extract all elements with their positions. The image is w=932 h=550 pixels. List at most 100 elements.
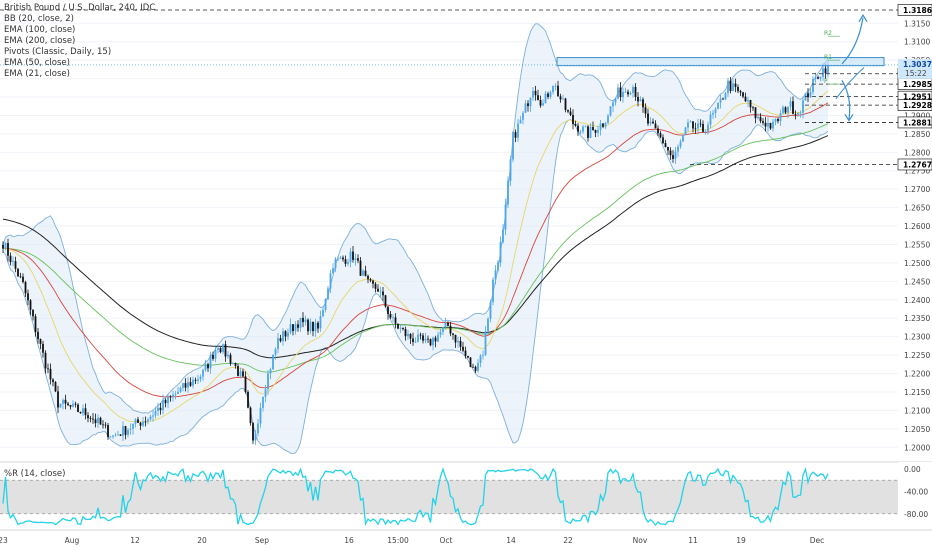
- indicator-ema50[interactable]: EMA (50, close): [4, 58, 70, 68]
- candle-body: [89, 418, 92, 419]
- candle-body: [717, 102, 719, 109]
- candle-body: [824, 68, 827, 74]
- indicator-ema200[interactable]: EMA (200, close): [4, 36, 76, 46]
- candle-body: [542, 103, 544, 106]
- candle-body: [469, 357, 472, 367]
- candle-body: [737, 87, 739, 92]
- indicator-ema21[interactable]: EMA (21, close): [4, 69, 70, 79]
- candle-body: [649, 121, 652, 124]
- chart-legend: British Pound / U.S. Dollar, 240, IDC BB…: [4, 3, 155, 80]
- candles: [2, 59, 829, 445]
- candle-body: [757, 116, 759, 119]
- candle-body: [562, 98, 564, 100]
- candle-body: [754, 107, 757, 119]
- level-tag-label: 1.3186: [903, 6, 932, 15]
- candle-body: [414, 341, 417, 343]
- candle-body: [667, 146, 669, 151]
- candle-body: [154, 410, 157, 416]
- candle-body: [779, 113, 782, 122]
- indicator-bb[interactable]: BB (20, close, 2): [4, 14, 74, 24]
- candle-body: [124, 426, 127, 435]
- candle-body: [504, 204, 507, 230]
- candle-body: [432, 337, 434, 346]
- candle-body: [4, 242, 7, 249]
- candle-body: [462, 346, 464, 351]
- candle-body: [487, 318, 489, 332]
- indicator-ema100[interactable]: EMA (100, close): [4, 25, 76, 35]
- candle-body: [184, 383, 187, 388]
- candle-body: [584, 126, 587, 128]
- candle-body: [807, 93, 809, 98]
- candle-body: [232, 362, 234, 364]
- level-tag: [897, 116, 932, 129]
- candle-body: [227, 354, 229, 357]
- candle-body: [672, 155, 674, 159]
- candle-body: [529, 97, 532, 107]
- candle-body: [457, 340, 459, 343]
- candle-body: [299, 317, 302, 328]
- candle-body: [259, 407, 262, 424]
- candle-body: [392, 317, 394, 319]
- indicator-pivots[interactable]: Pivots (Classic, Daily, 15): [4, 47, 112, 57]
- candle-body: [92, 418, 94, 420]
- candle-body: [342, 257, 344, 260]
- candle-body: [189, 382, 192, 386]
- candle-body: [279, 338, 282, 342]
- candle-body: [479, 355, 482, 363]
- candle-body: [24, 282, 27, 294]
- candle-body: [744, 96, 747, 102]
- candle-body: [812, 78, 814, 93]
- candle-body: [819, 76, 822, 79]
- candle-body: [367, 275, 369, 280]
- candle-body: [277, 338, 279, 350]
- pullback-path: [835, 67, 865, 100]
- candle-body: [634, 86, 637, 97]
- candle-body: [57, 391, 59, 408]
- price-tick-label: 1.2100: [904, 406, 930, 415]
- pivot-levels: [0, 9, 898, 165]
- candle-body: [769, 122, 772, 129]
- candle-body: [409, 333, 412, 339]
- time-tick-label: Nov: [633, 536, 648, 545]
- candle-body: [252, 423, 254, 441]
- candle-body: [17, 268, 19, 277]
- candle-body: [569, 111, 572, 115]
- candle-body: [749, 99, 752, 108]
- candle-body: [309, 321, 312, 332]
- oscillator-legend[interactable]: %R (14, close): [4, 469, 66, 479]
- candle-body: [492, 279, 494, 302]
- candle-body: [187, 382, 189, 388]
- time-tick-label: 15:00: [387, 536, 409, 545]
- candle-body: [204, 364, 207, 371]
- candle-body: [622, 91, 624, 98]
- candle-body: [609, 106, 612, 116]
- candle-body: [522, 112, 524, 120]
- candle-body: [302, 317, 304, 323]
- candle-body: [322, 309, 324, 317]
- candle-body: [482, 354, 484, 356]
- level-tag-label: 1.2951: [903, 93, 932, 102]
- candle-body: [27, 293, 29, 301]
- candle-body: [534, 90, 537, 96]
- candle-body: [404, 328, 407, 337]
- candle-body: [264, 389, 267, 397]
- candle-body: [349, 251, 352, 262]
- candle-body: [337, 258, 339, 260]
- pivot-label: R2: [824, 30, 832, 37]
- candle-body: [809, 92, 812, 98]
- candle-body: [387, 306, 389, 314]
- price-tick-label: 1.3150: [904, 19, 930, 28]
- candle-body: [509, 159, 512, 181]
- candle-body: [7, 242, 9, 256]
- candle-body: [437, 334, 439, 342]
- candle-body: [134, 419, 137, 424]
- candle-body: [594, 130, 597, 133]
- candle-body: [234, 362, 237, 366]
- wr-tick-label: -40.00: [904, 487, 928, 496]
- candle-body: [402, 327, 404, 329]
- candle-body: [224, 344, 227, 357]
- candle-body: [707, 124, 709, 132]
- candle-body: [104, 424, 107, 426]
- candle-body: [257, 423, 259, 434]
